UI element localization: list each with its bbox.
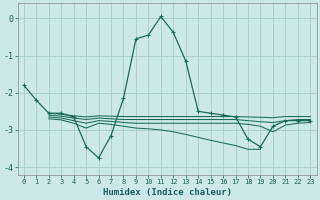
X-axis label: Humidex (Indice chaleur): Humidex (Indice chaleur) <box>103 188 232 197</box>
